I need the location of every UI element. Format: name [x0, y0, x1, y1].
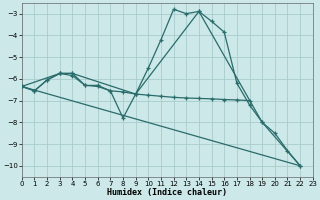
X-axis label: Humidex (Indice chaleur): Humidex (Indice chaleur) [107, 188, 227, 197]
